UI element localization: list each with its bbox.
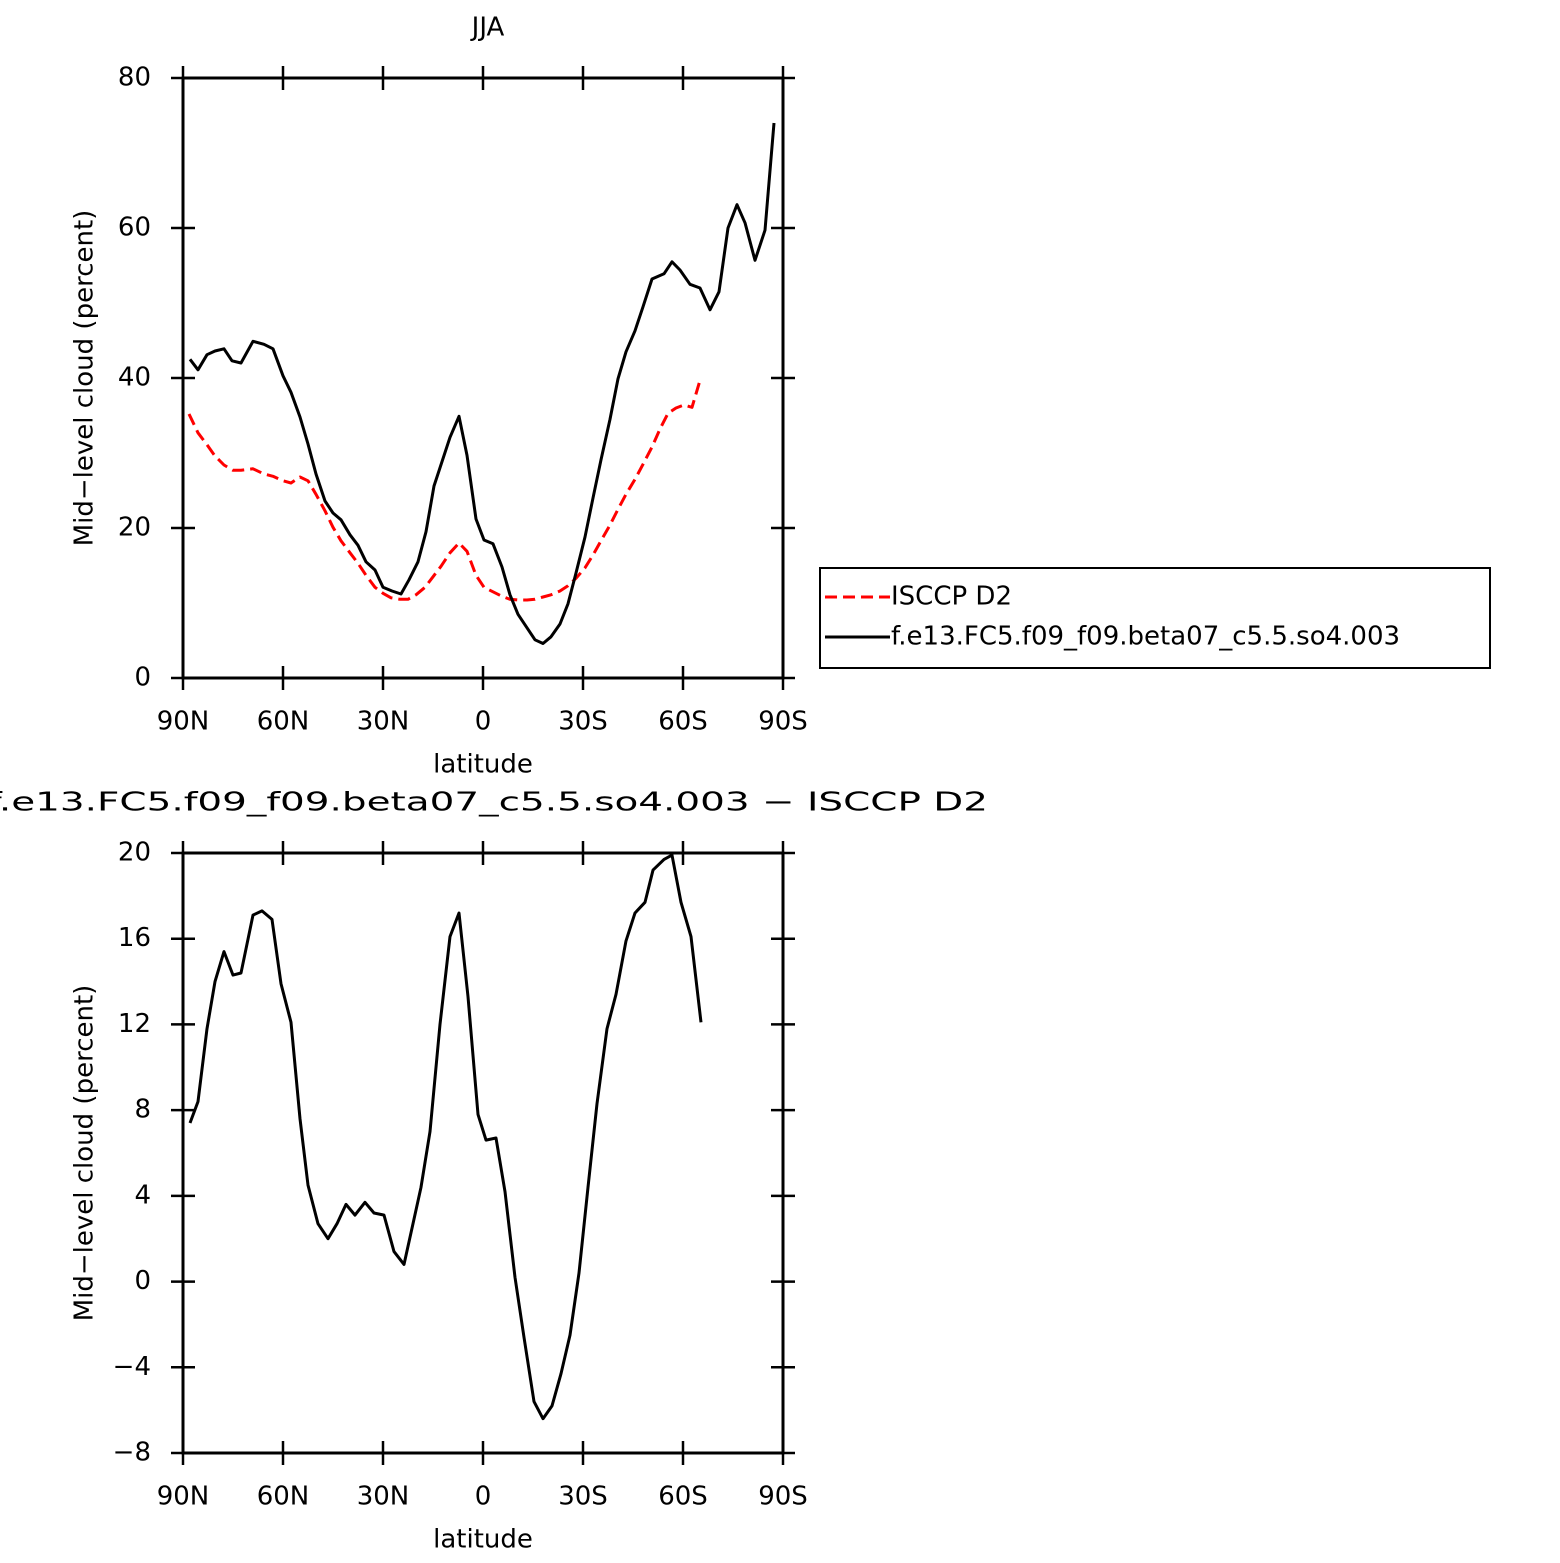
x-tick-label: 30S [558, 707, 608, 737]
plot-frame [181, 76, 785, 680]
chart-title: f.e13.FC5.f09_f09.beta07_c5.5.so4.003 − … [0, 788, 988, 818]
data-line [188, 853, 703, 1421]
x-tick-label: 30S [558, 1482, 608, 1512]
y-axis-label: Mid−level cloud (percent) [70, 210, 100, 547]
y-tick-label: 8 [134, 1095, 151, 1125]
y-tick-label: 0 [134, 1266, 151, 1296]
x-tick-label: 90S [758, 1482, 808, 1512]
y-tick-label: 4 [134, 1180, 151, 1210]
x-tick-label: 60S [658, 1482, 708, 1512]
x-tick-label: 90N [157, 707, 210, 737]
x-tick-label: 60N [257, 1482, 310, 1512]
y-tick-label: 80 [118, 63, 151, 93]
y-tick-label: 40 [118, 363, 151, 393]
x-tick-label: 60S [658, 707, 708, 737]
y-tick-label: 16 [118, 923, 151, 953]
y-tick-label: 0 [134, 663, 151, 693]
chart-title: JJA [470, 13, 505, 43]
y-tick-label: −4 [113, 1352, 151, 1382]
y-axis-label: Mid−level cloud (percent) [70, 985, 100, 1322]
plot-frame [181, 851, 785, 1455]
legend-box [819, 567, 1491, 669]
y-tick-label: 20 [118, 838, 151, 868]
data-line [187, 379, 702, 602]
y-tick-label: 60 [118, 213, 151, 243]
x-tick-label: 30N [357, 1482, 410, 1512]
legend-label: ISCCP D2 [891, 582, 1012, 612]
x-tick-label: 0 [475, 707, 492, 737]
x-tick-label: 90S [758, 707, 808, 737]
x-tick-label: 90N [157, 1482, 210, 1512]
x-axis-label: latitude [433, 750, 533, 780]
y-tick-label: −8 [113, 1438, 151, 1468]
data-line [188, 122, 776, 645]
y-tick-label: 12 [118, 1009, 151, 1039]
y-tick-label: 20 [118, 513, 151, 543]
x-tick-label: 30N [357, 707, 410, 737]
x-tick-label: 60N [257, 707, 310, 737]
x-tick-label: 0 [475, 1482, 492, 1512]
legend-label: f.e13.FC5.f09_f09.beta07_c5.5.so4.003 [891, 622, 1400, 652]
x-axis-label: latitude [433, 1525, 533, 1555]
